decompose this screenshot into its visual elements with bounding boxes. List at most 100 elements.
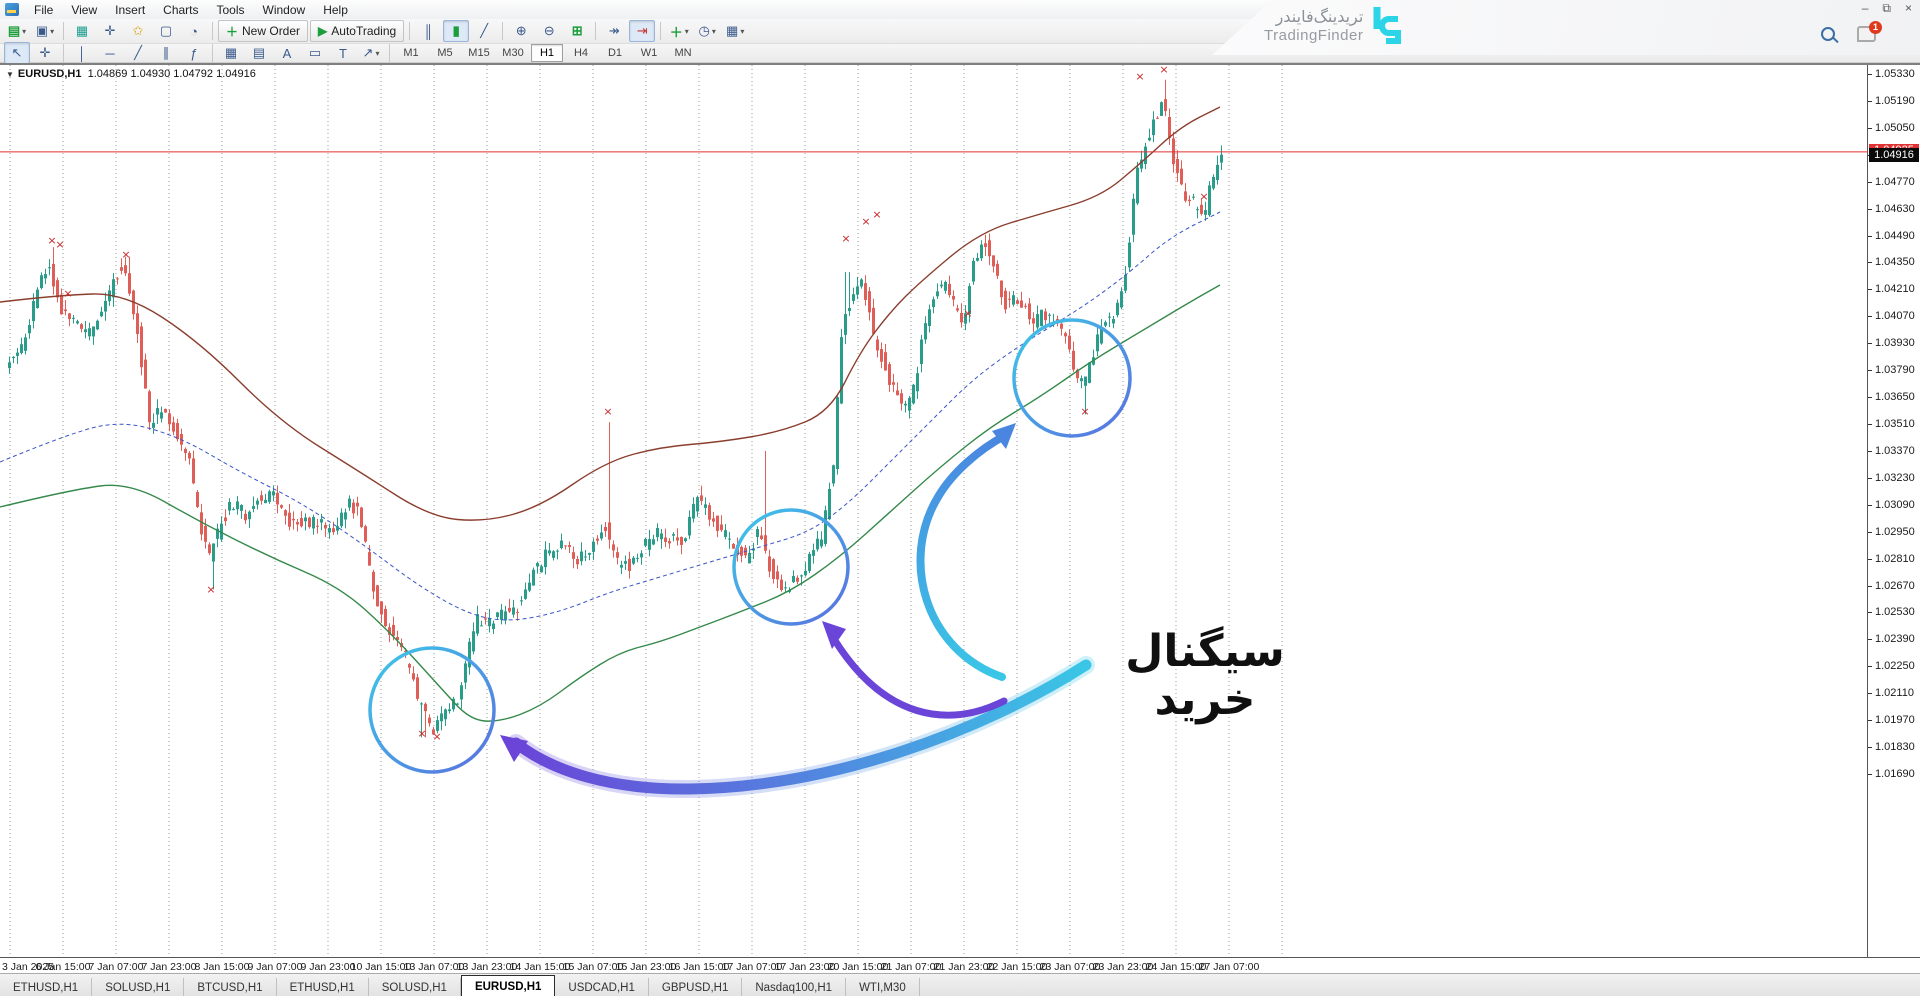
grid-shape-1-button[interactable]: ▦ <box>218 42 244 64</box>
price-chart[interactable]: ×××××× ×××××××××× <box>0 65 1868 957</box>
templates-button[interactable]: ▦ ▾ <box>722 20 748 42</box>
dropdown-caret-icon: ▾ <box>50 26 55 36</box>
candlestick-chart-icon: ▮ <box>452 23 460 38</box>
chart-tab-bar: ETHUSD,H1 SOLUSD,H1 BTCUSD,H1 ETHUSD,H1 SOLU… <box>0 973 1920 996</box>
vertical-line-button[interactable]: │ <box>69 42 95 64</box>
chart-tab-wti-m30[interactable]: WTI,M30 <box>846 978 920 996</box>
menu-item-file[interactable]: File <box>34 2 54 17</box>
fibonacci-button[interactable]: ƒ <box>181 42 207 64</box>
toolbar-separator <box>409 22 411 40</box>
tradingfinder-logo-icon <box>1373 7 1402 44</box>
menu-item-help[interactable]: Help <box>323 2 348 17</box>
horizontal-line-button[interactable]: ─ <box>97 42 123 64</box>
close-button[interactable]: × <box>1904 1 1912 15</box>
chart-tab-nasdaq100-h1[interactable]: Nasdaq100,H1 <box>742 978 847 996</box>
zoom-in-button[interactable]: ⊕ <box>508 20 534 42</box>
timeframe-h4-button[interactable]: H4 <box>573 47 589 59</box>
chart-tab-solusd-h1[interactable]: SOLUSD,H1 <box>369 978 461 996</box>
chart-tab-eurusd-h1[interactable]: EURUSD,H1 <box>460 975 556 996</box>
timeframe-w1-button[interactable]: W1 <box>640 47 658 59</box>
menu-item-insert[interactable]: Insert <box>115 2 146 17</box>
bar-chart-icon: ║ <box>423 23 433 39</box>
chart-tab-ethusd-h1[interactable]: ETHUSD,H1 <box>0 978 93 996</box>
shapes-button[interactable]: ▭ <box>302 42 328 64</box>
chart-tab-ethusd-h1[interactable]: ETHUSD,H1 <box>277 978 369 996</box>
menu-item-window[interactable]: Window <box>262 2 306 17</box>
minimize-button[interactable]: – <box>1861 1 1869 15</box>
line-chart-button[interactable]: ╱ <box>471 20 497 42</box>
search-icon[interactable] <box>1821 27 1835 41</box>
zoom-out-button[interactable]: ⊖ <box>536 20 562 42</box>
trendline-button[interactable]: ╱ <box>125 42 151 64</box>
text-label-button[interactable]: T <box>330 42 356 64</box>
grid-shape-2-button[interactable]: ▤ <box>246 42 272 64</box>
chart-tab-gbpusd-h1[interactable]: GBPUSD,H1 <box>649 978 743 996</box>
menu-item-tools[interactable]: Tools <box>216 2 245 17</box>
time-axis-label: 24 Jan 15:00 <box>1145 961 1207 973</box>
timeframe-m5-button[interactable]: M5 <box>437 47 453 59</box>
price-axis-label: 1.03930 <box>1875 337 1915 350</box>
price-tick <box>1868 74 1872 75</box>
svg-text:×: × <box>47 234 56 247</box>
time-axis-label: 23 Jan 07:00 <box>1039 961 1101 973</box>
cursor-button[interactable]: ↖ <box>4 42 30 64</box>
market-watch-button[interactable]: ▦ <box>69 20 95 42</box>
svg-text:×: × <box>432 730 441 743</box>
menu-item-charts[interactable]: Charts <box>163 2 199 17</box>
time-axis[interactable]: 3 Jan 2025 6 Jan 15:00 7 Jan 07:00 7 Jan 23… <box>0 957 1920 976</box>
window-controls: – ⧉ × <box>1862 1 1912 16</box>
strategy-tester-button[interactable]: ◔ <box>181 20 207 42</box>
menu-item-view[interactable]: View <box>71 2 98 17</box>
price-tick <box>1868 558 1872 560</box>
chart-tab-usdcad-h1[interactable]: USDCAD,H1 <box>555 978 649 996</box>
candlestick-chart-button[interactable]: ▮ <box>443 20 470 42</box>
price-tick <box>1868 181 1872 183</box>
timeframe-d1-button[interactable]: D1 <box>607 47 623 59</box>
auto-scroll-button[interactable]: ↠ <box>601 20 627 42</box>
chart-shift-button[interactable]: ⇥ <box>629 20 656 42</box>
tile-windows-button[interactable]: ⊞ <box>564 20 590 42</box>
toolbar-separator <box>502 22 504 40</box>
indicators-button[interactable]: ＋ ▾ <box>666 20 692 42</box>
svg-text:×: × <box>1199 190 1208 203</box>
price-axis-label: 1.05330 <box>1875 68 1915 80</box>
arrow-to-circle-1 <box>510 659 1092 795</box>
bar-chart-button[interactable]: ║ <box>415 20 441 42</box>
navigator-button[interactable]: ✩ <box>125 20 151 42</box>
price-axis-label: 1.04630 <box>1875 202 1915 215</box>
dropdown-caret-icon: ▾ <box>740 26 745 36</box>
autotrading-button[interactable]: ▶ AutoTrading <box>310 20 405 42</box>
time-axis-label: 7 Jan 23:00 <box>141 961 197 973</box>
profiles-button[interactable]: ▣ ▾ <box>32 20 58 42</box>
chart-plot-area[interactable]: × × × × × × × × × × × × × × × × ▼ EURUSD,H1 1.04869 1.04… <box>0 65 1868 957</box>
crosshair-button[interactable]: ✛ <box>32 42 58 64</box>
price-axis-label: 1.03790 <box>1875 364 1915 377</box>
zoom-out-icon: ⊖ <box>543 23 555 38</box>
grid-shape-2-icon: ▤ <box>252 45 266 60</box>
time-axis-label: 9 Jan 23:00 <box>300 961 356 973</box>
time-axis-label: 27 Jan 07:00 <box>1198 961 1260 973</box>
new-chart-button[interactable]: ▤ ▾ <box>4 20 30 42</box>
timeframe-m1-button[interactable]: M1 <box>403 47 419 59</box>
data-window-button[interactable]: ✛ <box>97 20 123 42</box>
periods-button[interactable]: ◷ ▾ <box>694 20 720 42</box>
terminal-button[interactable]: ▢ <box>153 20 179 42</box>
arrows-button[interactable]: ↗ ▾ <box>358 42 384 64</box>
timeframe-h1-button[interactable]: H1 <box>531 44 563 62</box>
price-axis-label: 1.02670 <box>1875 579 1915 592</box>
timeframe-m15-button[interactable]: M15 <box>468 47 490 59</box>
line-chart-icon: ╱ <box>480 23 489 38</box>
chart-tab-solusd-h1[interactable]: SOLUSD,H1 <box>92 978 185 996</box>
chart-tab-btcusd-h1[interactable]: BTCUSD,H1 <box>184 978 277 996</box>
notification-bubble-icon[interactable]: 1 <box>1857 21 1882 42</box>
current-price-label: 1.04916 <box>1869 147 1919 162</box>
timeframe-mn-button[interactable]: MN <box>674 47 692 59</box>
timeframe-m30-button[interactable]: M30 <box>502 47 524 59</box>
price-axis[interactable]: 1.04925 1.04916 1.053301.051901.050501.0… <box>1868 65 1920 957</box>
text-button[interactable]: A <box>274 42 300 64</box>
cursor-icon: ↖ <box>11 45 23 60</box>
restore-button[interactable]: ⧉ <box>1882 1 1891 15</box>
equidistant-channel-button[interactable]: ∥ <box>153 42 179 64</box>
new-order-button[interactable]: ＋ New Order <box>218 20 309 42</box>
